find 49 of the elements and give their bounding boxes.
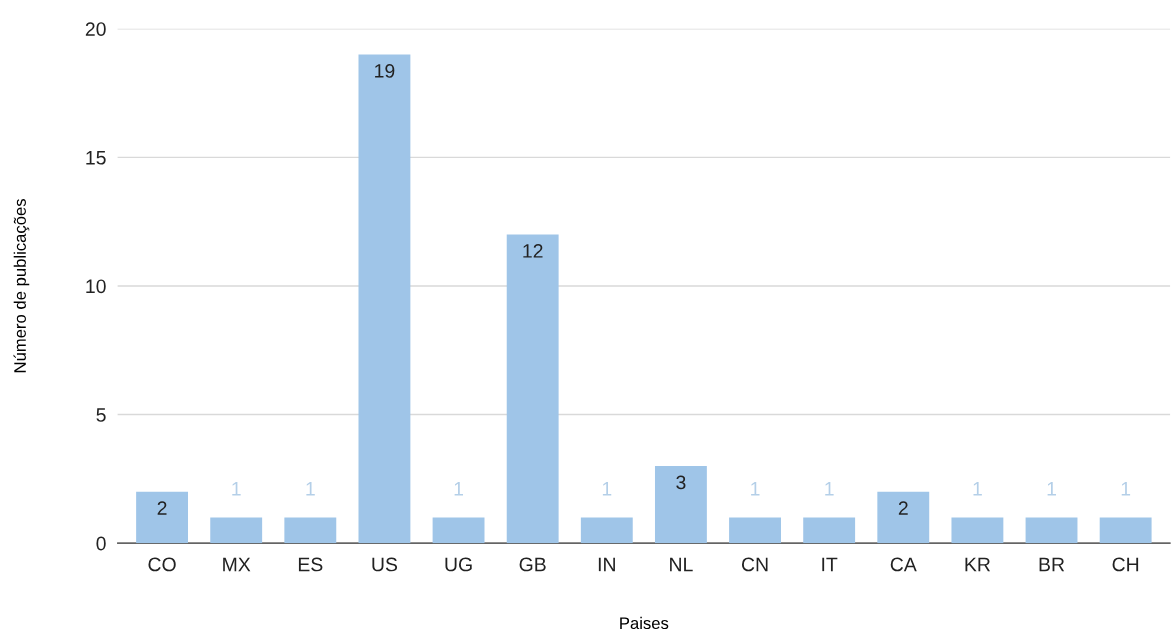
y-tick-label: 15 [86, 151, 106, 165]
data-label: 2 [898, 501, 908, 515]
data-label: 1 [825, 482, 834, 496]
x-tick-label: MX [223, 557, 251, 572]
data-label: 3 [676, 475, 686, 490]
y-tick-label: 10 [86, 279, 106, 294]
bar [284, 517, 337, 544]
x-tick-label: IN [598, 557, 615, 572]
data-label: 1 [751, 482, 760, 496]
x-axis-title: Paises [620, 616, 669, 630]
x-tick-label: BR [1039, 557, 1065, 572]
x-tick-label: CO [148, 557, 176, 572]
x-tick-label: GB [519, 557, 546, 572]
data-label: 1 [454, 482, 464, 496]
x-tick-label: NL [670, 557, 693, 572]
data-label: 19 [375, 63, 395, 78]
data-label: 12 [523, 244, 543, 258]
bar [358, 54, 411, 544]
data-label: 2 [157, 501, 167, 515]
bar [1025, 517, 1078, 544]
data-label: 1 [602, 482, 612, 496]
bar [951, 517, 1004, 544]
x-tick-label: US [372, 557, 398, 572]
bar [1099, 517, 1152, 544]
data-label: 1 [1047, 482, 1056, 496]
x-tick-label: IT [822, 557, 838, 572]
bar [210, 517, 263, 544]
y-tick-label: 0 [96, 536, 106, 551]
y-axis-title: Número de publicações [13, 199, 30, 373]
x-tick-label: UG [445, 557, 472, 572]
y-tick-label: 5 [96, 408, 106, 422]
data-label: 1 [973, 482, 982, 496]
y-tick-label: 20 [85, 22, 106, 36]
data-label: 1 [1121, 482, 1131, 496]
bar [136, 491, 189, 544]
x-tick-label: KR [965, 557, 991, 572]
x-tick-label: CH [1112, 557, 1139, 572]
bar [654, 465, 707, 544]
x-tick-label: ES [298, 557, 323, 572]
bar [803, 517, 856, 544]
bar [580, 517, 633, 544]
data-label: 1 [306, 482, 315, 496]
data-label: 1 [232, 482, 241, 496]
x-tick-label: CN [741, 557, 768, 572]
bar [877, 491, 930, 544]
bar [506, 234, 559, 544]
bar [729, 517, 781, 544]
x-tick-label: CA [890, 557, 917, 572]
bar [432, 517, 485, 544]
